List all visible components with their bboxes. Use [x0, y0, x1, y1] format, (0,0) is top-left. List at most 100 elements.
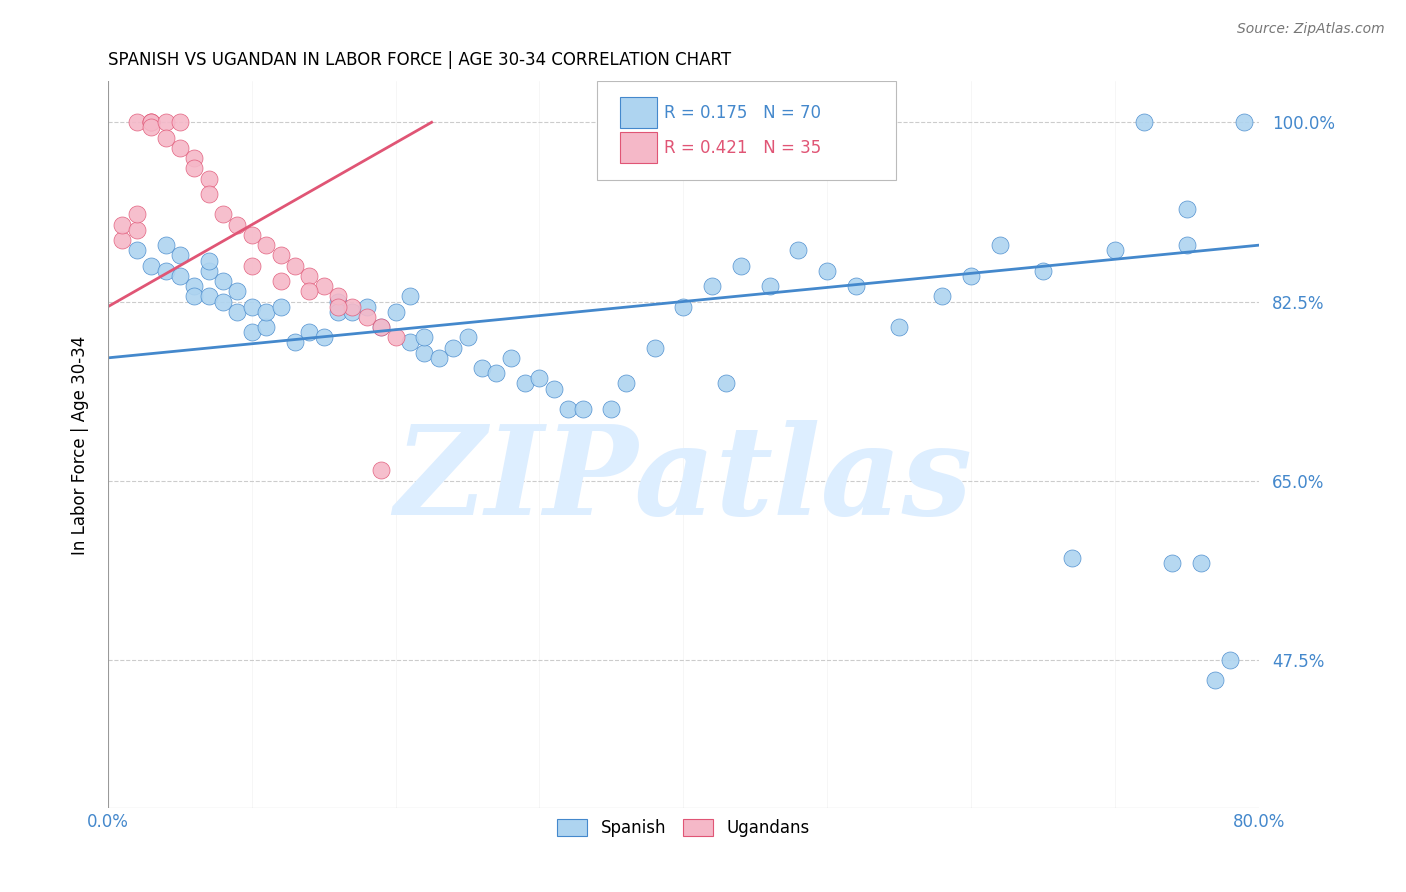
Point	[139, 115, 162, 129]
Point	[1204, 673, 1226, 688]
Point	[614, 376, 637, 391]
Point	[787, 244, 810, 258]
Point	[155, 238, 177, 252]
Point	[700, 279, 723, 293]
Point	[1104, 244, 1126, 258]
Point	[125, 223, 148, 237]
Point	[226, 305, 249, 319]
Point	[326, 294, 349, 309]
Point	[312, 330, 335, 344]
Point	[499, 351, 522, 365]
Point	[298, 268, 321, 283]
Point	[125, 115, 148, 129]
Point	[326, 289, 349, 303]
Point	[356, 300, 378, 314]
Point	[557, 402, 579, 417]
Point	[169, 248, 191, 262]
Point	[1189, 556, 1212, 570]
Point	[270, 300, 292, 314]
FancyBboxPatch shape	[620, 132, 657, 162]
Point	[312, 279, 335, 293]
Text: SPANISH VS UGANDAN IN LABOR FORCE | AGE 30-34 CORRELATION CHART: SPANISH VS UGANDAN IN LABOR FORCE | AGE …	[108, 51, 731, 69]
Point	[1161, 556, 1184, 570]
Point	[240, 325, 263, 339]
Point	[169, 141, 191, 155]
Point	[139, 120, 162, 135]
Point	[1060, 550, 1083, 565]
Point	[887, 320, 910, 334]
Point	[212, 294, 235, 309]
Point	[471, 361, 494, 376]
Point	[197, 264, 219, 278]
Point	[254, 320, 277, 334]
Point	[413, 345, 436, 359]
Point	[183, 151, 205, 165]
Point	[183, 279, 205, 293]
Legend: Spanish, Ugandans: Spanish, Ugandans	[551, 813, 815, 844]
Point	[298, 325, 321, 339]
Text: R = 0.175   N = 70: R = 0.175 N = 70	[664, 103, 821, 121]
Point	[284, 259, 307, 273]
Point	[197, 171, 219, 186]
Point	[758, 279, 780, 293]
Point	[370, 320, 392, 334]
Point	[485, 366, 508, 380]
Point	[960, 268, 983, 283]
Point	[988, 238, 1011, 252]
Point	[155, 130, 177, 145]
Point	[111, 233, 134, 247]
Point	[125, 244, 148, 258]
Point	[284, 335, 307, 350]
Point	[413, 330, 436, 344]
Y-axis label: In Labor Force | Age 30-34: In Labor Force | Age 30-34	[72, 335, 89, 555]
Point	[183, 289, 205, 303]
Point	[254, 238, 277, 252]
Point	[644, 341, 666, 355]
Point	[240, 227, 263, 242]
Point	[169, 115, 191, 129]
Point	[543, 382, 565, 396]
Point	[529, 371, 551, 385]
Point	[457, 330, 479, 344]
Point	[600, 402, 623, 417]
Point	[845, 279, 868, 293]
Point	[1032, 264, 1054, 278]
Point	[1233, 115, 1256, 129]
Point	[139, 115, 162, 129]
Point	[384, 305, 406, 319]
Point	[270, 274, 292, 288]
Point	[226, 218, 249, 232]
Point	[1175, 238, 1198, 252]
Point	[326, 300, 349, 314]
Point	[815, 264, 838, 278]
Point	[441, 341, 464, 355]
Point	[212, 207, 235, 221]
Point	[169, 268, 191, 283]
Point	[730, 259, 752, 273]
Point	[931, 289, 953, 303]
Point	[370, 463, 392, 477]
Point	[197, 253, 219, 268]
Point	[226, 285, 249, 299]
Point	[342, 305, 364, 319]
Point	[125, 207, 148, 221]
Point	[155, 264, 177, 278]
Point	[183, 161, 205, 176]
Point	[111, 218, 134, 232]
Point	[212, 274, 235, 288]
Point	[298, 285, 321, 299]
Point	[370, 320, 392, 334]
Point	[716, 376, 738, 391]
FancyBboxPatch shape	[598, 81, 896, 179]
Point	[240, 300, 263, 314]
Point	[197, 289, 219, 303]
Point	[672, 300, 695, 314]
Point	[1132, 115, 1154, 129]
Point	[270, 248, 292, 262]
Point	[240, 259, 263, 273]
Point	[139, 115, 162, 129]
Point	[254, 305, 277, 319]
FancyBboxPatch shape	[620, 97, 657, 128]
Point	[139, 259, 162, 273]
Point	[197, 186, 219, 201]
